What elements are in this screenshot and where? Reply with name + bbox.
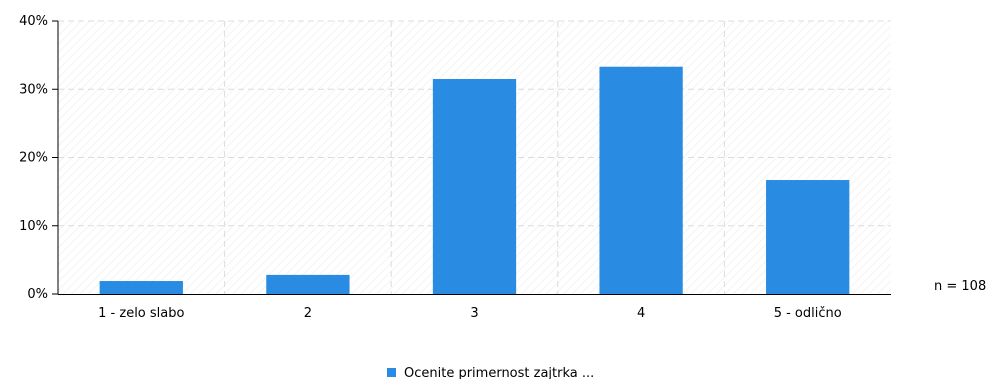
y-tick-label: 30% — [19, 82, 48, 97]
legend[interactable]: Ocenite primernost zajtrka ... — [387, 366, 594, 379]
bars — [99, 66, 850, 294]
legend-label: Ocenite primernost zajtrka ... — [404, 366, 594, 379]
bar[interactable] — [766, 180, 850, 294]
y-tick-labels: 0% 10% 20% 30% 40% — [19, 14, 48, 302]
grid — [58, 20, 891, 294]
bar[interactable] — [599, 66, 683, 294]
y-tick-label: 0% — [27, 287, 48, 302]
bar[interactable] — [266, 274, 350, 294]
x-tick-label: 3 — [470, 306, 478, 321]
y-tick-label: 10% — [19, 219, 48, 234]
y-tick-label: 40% — [19, 14, 48, 29]
legend-swatch — [387, 368, 396, 377]
y-tick-label: 20% — [19, 151, 48, 166]
x-tick-labels: 1 - zelo slabo 2 3 4 5 - odlično — [98, 306, 842, 321]
x-tick-label: 5 - odlično — [774, 306, 842, 321]
axes — [52, 20, 891, 295]
x-tick-label: 4 — [637, 306, 645, 321]
x-tick-label: 1 - zelo slabo — [98, 306, 184, 321]
sample-size-label: n = 108 — [934, 279, 986, 294]
bar[interactable] — [432, 79, 517, 294]
x-tick-label: 2 — [304, 306, 312, 321]
bar[interactable] — [99, 281, 183, 294]
